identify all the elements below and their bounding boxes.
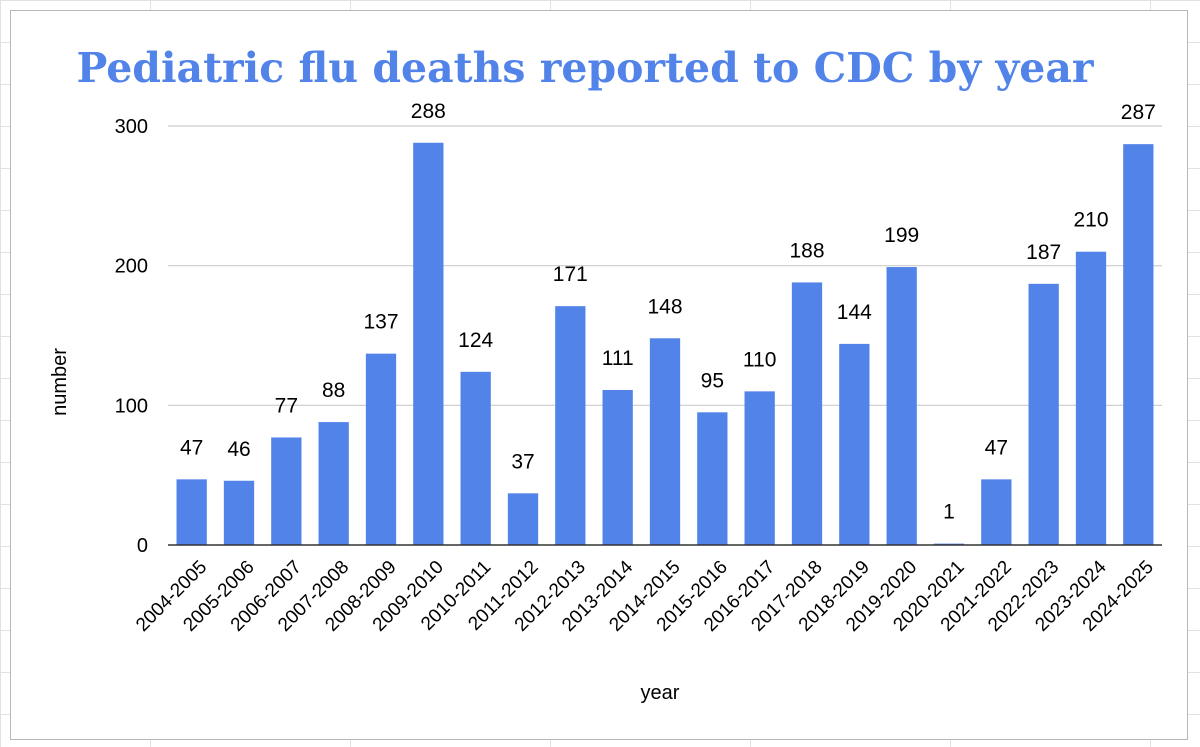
data-label-2015-2016: 95 xyxy=(701,369,724,392)
data-label-2016-2017: 110 xyxy=(743,348,776,371)
bar-2010-2011[interactable] xyxy=(460,371,491,545)
y-tick-label: 200 xyxy=(115,256,148,278)
data-label-2008-2009: 137 xyxy=(363,311,398,334)
y-tick-label: 0 xyxy=(137,535,148,557)
bar-2009-2010[interactable] xyxy=(413,142,444,545)
bar-2023-2024[interactable] xyxy=(1075,251,1107,545)
x-axis-title: year xyxy=(641,682,680,704)
y-axis-title: number xyxy=(49,348,71,416)
data-label-2006-2007: 77 xyxy=(275,394,298,417)
data-labels: 47 46 77 88 137 288 124 37 171 111 148 95 110 188 144 1… xyxy=(180,100,1156,524)
bar-2006-2007[interactable] xyxy=(271,437,302,545)
data-label-2009-2010: 288 xyxy=(411,100,446,123)
bar-2013-2014[interactable] xyxy=(602,389,633,545)
bar-2007-2008[interactable] xyxy=(318,422,349,545)
data-label-2022-2023: 187 xyxy=(1026,241,1061,264)
bar-2004-2005[interactable] xyxy=(176,479,207,545)
data-label-2019-2020: 199 xyxy=(884,224,919,247)
data-label-2014-2015: 148 xyxy=(647,295,682,318)
data-label-2010-2011: 124 xyxy=(458,329,493,352)
data-label-2020-2021: 1 xyxy=(943,501,955,524)
bar-2008-2009[interactable] xyxy=(365,353,397,545)
y-axis-ticks: 0 100 200 300 xyxy=(115,116,148,557)
bar-2019-2020[interactable] xyxy=(886,267,917,545)
chart-container[interactable] xyxy=(10,10,1188,740)
chart-title: Pediatric flu deaths reported to CDC by … xyxy=(76,44,1094,92)
bar-2012-2013[interactable] xyxy=(555,306,586,545)
bar-2011-2012[interactable] xyxy=(507,493,539,545)
data-label-2017-2018: 188 xyxy=(789,239,824,262)
bar-2015-2016[interactable] xyxy=(697,412,728,545)
data-label-2007-2008: 88 xyxy=(322,379,345,402)
data-label-2012-2013: 171 xyxy=(553,263,588,286)
data-label-2023-2024: 210 xyxy=(1073,209,1108,232)
bar-2022-2023[interactable] xyxy=(1028,283,1059,545)
y-tick-label: 100 xyxy=(115,395,148,417)
data-label-2021-2022: 47 xyxy=(985,436,1008,459)
bars xyxy=(176,142,1154,545)
bar-2017-2018[interactable] xyxy=(791,282,823,545)
data-label-2013-2014: 111 xyxy=(602,347,634,370)
bar-2018-2019[interactable] xyxy=(839,343,870,545)
data-label-2004-2005: 47 xyxy=(180,436,203,459)
data-label-2018-2019: 144 xyxy=(837,301,872,324)
bar-2005-2006[interactable] xyxy=(223,480,255,545)
bar-2016-2017[interactable] xyxy=(744,391,775,545)
bar-2024-2025[interactable] xyxy=(1123,144,1154,545)
data-label-2024-2025: 287 xyxy=(1121,101,1156,124)
bar-2021-2022[interactable] xyxy=(981,479,1012,545)
data-label-2005-2006: 46 xyxy=(227,438,250,461)
x-axis-ticks: 2004-20052005-20062006-20072007-20082008… xyxy=(132,556,1158,635)
y-tick-label: 300 xyxy=(115,116,148,138)
bar-2014-2015[interactable] xyxy=(649,338,681,545)
data-label-2011-2012: 37 xyxy=(511,450,534,473)
